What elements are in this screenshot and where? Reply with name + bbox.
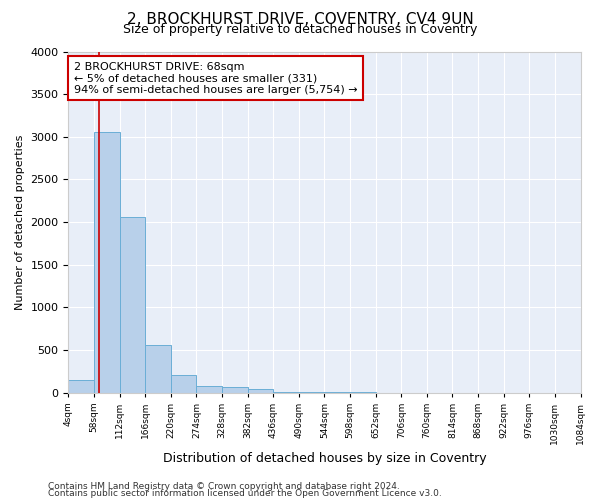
Bar xyxy=(145,345,171,393)
Text: Contains public sector information licensed under the Open Government Licence v3: Contains public sector information licen… xyxy=(48,489,442,498)
Bar xyxy=(119,217,145,392)
Y-axis label: Number of detached properties: Number of detached properties xyxy=(15,134,25,310)
Text: 2, BROCKHURST DRIVE, COVENTRY, CV4 9UN: 2, BROCKHURST DRIVE, COVENTRY, CV4 9UN xyxy=(127,12,473,28)
Text: 2 BROCKHURST DRIVE: 68sqm
← 5% of detached houses are smaller (331)
94% of semi-: 2 BROCKHURST DRIVE: 68sqm ← 5% of detach… xyxy=(74,62,357,95)
Text: Size of property relative to detached houses in Coventry: Size of property relative to detached ho… xyxy=(123,22,477,36)
Bar xyxy=(94,132,119,392)
Text: Contains HM Land Registry data © Crown copyright and database right 2024.: Contains HM Land Registry data © Crown c… xyxy=(48,482,400,491)
Bar xyxy=(196,386,222,392)
Bar xyxy=(222,388,248,392)
Bar xyxy=(68,380,94,392)
X-axis label: Distribution of detached houses by size in Coventry: Distribution of detached houses by size … xyxy=(163,452,486,465)
Bar xyxy=(171,376,196,392)
Bar xyxy=(248,389,273,392)
